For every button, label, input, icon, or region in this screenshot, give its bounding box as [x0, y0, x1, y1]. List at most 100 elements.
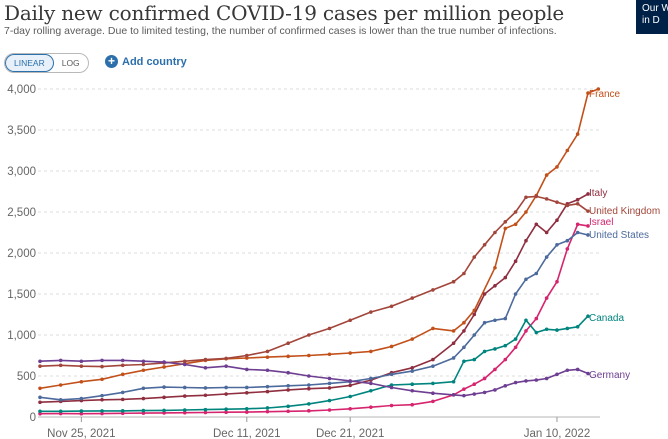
data-point	[100, 364, 104, 369]
logo-line-2: in D	[642, 15, 660, 26]
data-point	[203, 407, 208, 412]
data-point	[575, 367, 580, 372]
data-point	[141, 386, 146, 391]
data-point	[38, 400, 42, 405]
data-point	[265, 409, 270, 414]
data-point	[307, 409, 311, 413]
data-point	[58, 363, 63, 368]
data-point	[544, 296, 549, 300]
data-point	[182, 410, 187, 415]
series-line	[39, 359, 589, 397]
data-point	[534, 330, 539, 335]
logo-line-1: Our W	[642, 3, 668, 14]
data-point	[120, 363, 125, 368]
data-point	[79, 379, 84, 384]
data-point	[410, 402, 415, 407]
data-point	[79, 364, 84, 368]
data-point	[586, 233, 590, 237]
data-point	[462, 393, 466, 398]
data-point	[451, 279, 456, 284]
data-point	[244, 353, 249, 358]
data-point	[555, 200, 559, 204]
data-point	[493, 347, 497, 351]
data-point	[369, 349, 373, 354]
data-point	[513, 380, 518, 385]
data-point	[462, 320, 466, 325]
data-point	[141, 359, 146, 364]
data-point	[524, 210, 528, 214]
data-point	[162, 408, 166, 413]
data-point	[513, 292, 518, 296]
series-line	[39, 193, 589, 403]
data-point	[482, 349, 487, 354]
add-country-button[interactable]: + Add country	[105, 55, 187, 68]
data-point	[565, 238, 570, 243]
data-point	[586, 91, 590, 95]
data-point	[534, 378, 539, 382]
x-tick-label: Dec 11, 2021	[213, 428, 281, 439]
data-point	[513, 345, 518, 350]
data-point	[327, 376, 332, 381]
data-point	[534, 271, 539, 276]
data-point	[162, 395, 166, 400]
data-point	[472, 255, 477, 259]
data-point	[120, 372, 125, 377]
data-point	[575, 222, 580, 227]
log-scale-button[interactable]: LOG	[61, 58, 80, 68]
data-point	[431, 357, 435, 362]
y-tick-label: 4,000	[7, 84, 36, 96]
data-point	[244, 391, 249, 395]
data-point	[513, 259, 518, 264]
data-point	[58, 358, 63, 363]
data-point	[100, 358, 104, 363]
data-point	[482, 390, 487, 395]
data-point	[286, 388, 290, 392]
data-point	[265, 384, 270, 389]
data-point	[472, 333, 477, 337]
data-point	[462, 329, 466, 333]
data-point	[58, 397, 63, 402]
data-point	[544, 173, 549, 177]
data-point	[482, 292, 487, 296]
data-point	[586, 224, 590, 228]
data-point	[348, 379, 352, 383]
data-point	[544, 255, 549, 259]
data-point	[224, 407, 228, 412]
data-point	[534, 222, 539, 227]
data-point	[575, 230, 580, 235]
data-point	[141, 368, 146, 373]
data-point	[224, 385, 228, 390]
data-point	[513, 222, 518, 227]
data-point	[58, 409, 63, 414]
data-point	[348, 351, 352, 355]
data-point	[327, 381, 332, 386]
data-point	[265, 389, 270, 394]
data-point	[524, 238, 528, 243]
y-tick-label: 2,500	[7, 207, 36, 219]
data-point	[203, 410, 208, 415]
data-point	[203, 393, 208, 398]
series-label: Italy	[589, 188, 607, 199]
data-point	[38, 395, 42, 400]
data-point	[586, 192, 590, 196]
data-point	[586, 209, 590, 213]
data-point	[493, 388, 497, 392]
data-point	[586, 371, 590, 376]
data-point	[38, 386, 42, 391]
data-point	[79, 411, 84, 416]
linear-scale-button[interactable]: LINEAR	[5, 54, 54, 72]
y-tick-label: 1,000	[7, 330, 36, 342]
data-point	[493, 265, 497, 270]
data-point	[524, 329, 528, 333]
data-point	[596, 87, 601, 91]
data-point	[462, 271, 466, 276]
data-point	[327, 408, 332, 412]
data-point	[524, 277, 528, 282]
data-point	[369, 381, 373, 386]
data-point	[224, 410, 228, 415]
data-point	[182, 408, 187, 412]
data-point	[462, 359, 466, 364]
owid-logo[interactable]: Our W in D	[636, 0, 668, 34]
data-point	[38, 411, 42, 416]
